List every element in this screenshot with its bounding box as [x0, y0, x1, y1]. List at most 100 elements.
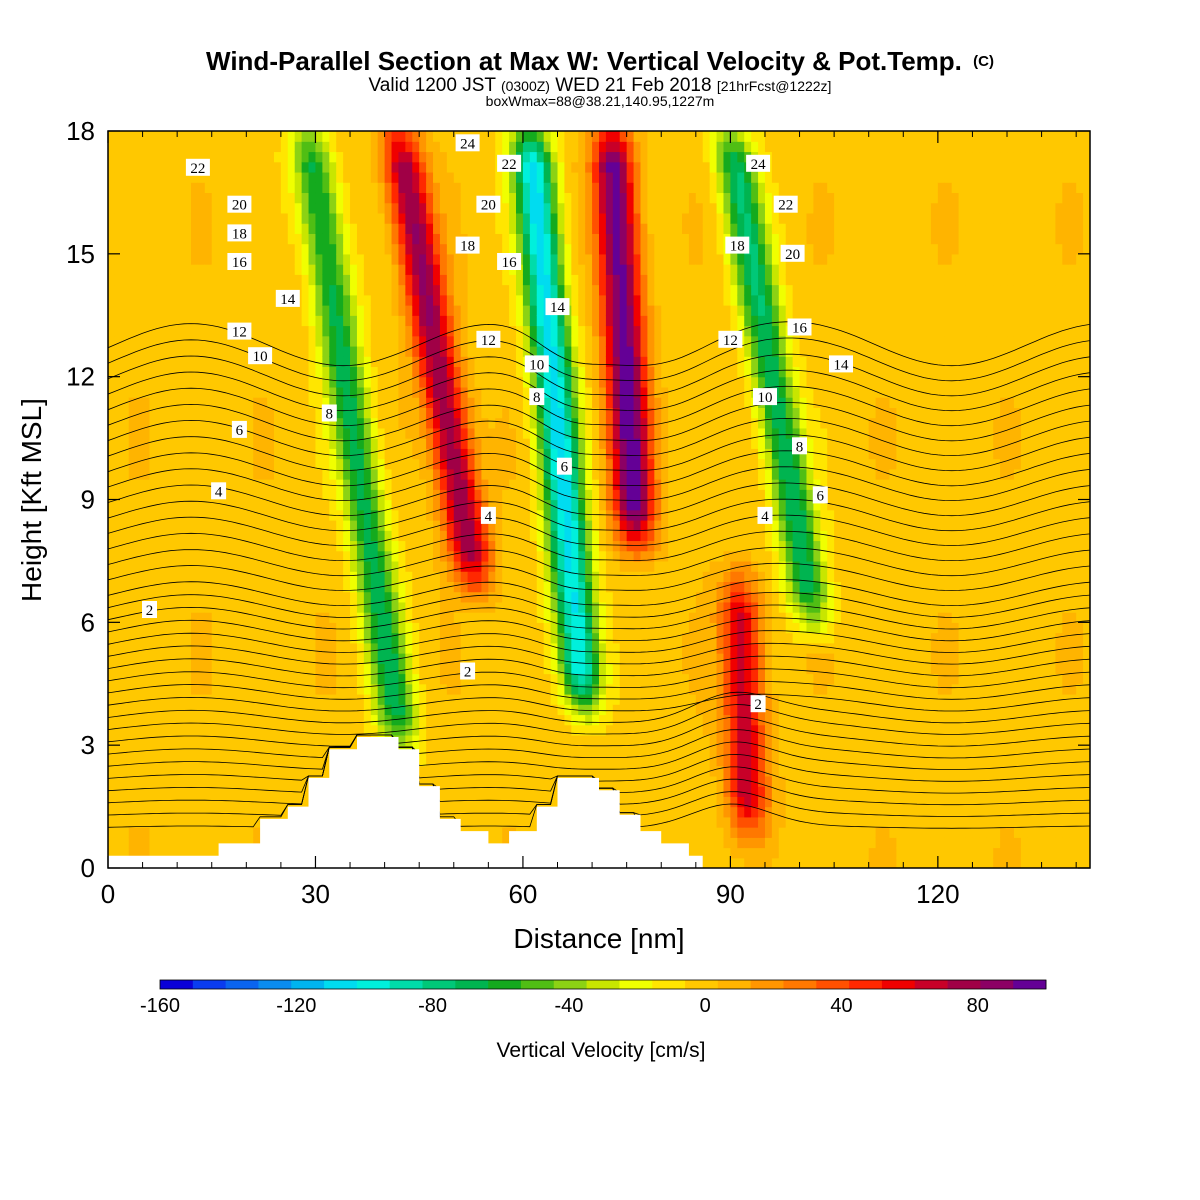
velocity-cell: [384, 724, 393, 736]
velocity-cell: [114, 274, 123, 286]
velocity-cell: [108, 438, 116, 449]
velocity-cell: [460, 345, 469, 357]
velocity-cell: [384, 264, 393, 275]
velocity-cell: [156, 479, 164, 490]
velocity-cell: [405, 192, 413, 204]
velocity-cell: [287, 315, 296, 327]
velocity-cell: [426, 264, 434, 275]
velocity-cell: [128, 335, 137, 347]
velocity-cell: [218, 438, 227, 449]
velocity-cell: [322, 663, 330, 675]
velocity-cell: [156, 540, 164, 552]
velocity-cell: [142, 734, 151, 746]
velocity-cell: [260, 550, 268, 562]
velocity-cell: [204, 294, 213, 306]
velocity-cell: [177, 509, 185, 521]
velocity-cell: [419, 171, 427, 183]
velocity-cell: [412, 540, 420, 552]
velocity-cell: [177, 397, 185, 408]
velocity-cell: [308, 530, 317, 542]
velocity-cell: [177, 622, 185, 634]
velocity-cell: [114, 192, 123, 204]
velocity-cell: [453, 581, 462, 593]
velocity-cell: [495, 397, 503, 408]
velocity-cell: [253, 212, 261, 224]
velocity-cell: [343, 417, 351, 429]
velocity-cell: [419, 479, 427, 490]
velocity-cell: [550, 468, 559, 480]
velocity-cell: [184, 847, 192, 859]
velocity-cell: [336, 356, 344, 368]
velocity-cell: [253, 141, 261, 153]
velocity-cell: [474, 161, 483, 173]
velocity-cell: [260, 233, 268, 245]
velocity-cell: [232, 458, 240, 470]
velocity-cell: [156, 755, 164, 767]
velocity-cell: [114, 212, 123, 224]
velocity-cell: [488, 243, 496, 255]
velocity-cell: [522, 397, 531, 408]
velocity-cell: [260, 560, 268, 572]
velocity-cell: [128, 816, 137, 828]
velocity-cell: [128, 560, 137, 572]
velocity-cell: [177, 653, 185, 664]
velocity-cell: [128, 601, 137, 613]
velocity-cell: [246, 642, 254, 654]
velocity-cell: [232, 704, 240, 716]
velocity-cell: [460, 335, 469, 347]
velocity-cell: [197, 407, 206, 419]
velocity-cell: [522, 315, 531, 327]
velocity-cell: [453, 427, 462, 439]
velocity-cell: [322, 519, 330, 531]
velocity-cell: [273, 202, 282, 214]
velocity-cell: [128, 131, 137, 142]
velocity-cell: [495, 407, 503, 419]
velocity-cell: [246, 151, 254, 163]
velocity-cell: [363, 182, 372, 194]
velocity-cell: [460, 171, 469, 183]
velocity-cell: [460, 540, 469, 552]
velocity-cell: [370, 663, 379, 675]
velocity-cell: [536, 673, 545, 685]
velocity-cell: [509, 571, 517, 582]
velocity-cell: [260, 438, 268, 449]
velocity-cell: [363, 714, 372, 726]
velocity-cell: [460, 294, 469, 306]
velocity-cell: [135, 509, 144, 521]
velocity-cell: [156, 253, 164, 265]
velocity-cell: [336, 182, 344, 194]
velocity-cell: [377, 663, 386, 675]
velocity-cell: [377, 386, 386, 398]
velocity-cell: [453, 468, 462, 480]
velocity-cell: [377, 622, 386, 634]
velocity-cell: [370, 223, 379, 234]
velocity-cell: [204, 724, 213, 736]
velocity-cell: [329, 417, 337, 429]
velocity-cell: [467, 223, 476, 234]
velocity-cell: [481, 642, 489, 654]
velocity-cell: [177, 335, 185, 347]
velocity-cell: [578, 591, 586, 603]
velocity-cell: [356, 202, 365, 214]
velocity-cell: [384, 519, 393, 531]
velocity-cell: [495, 458, 503, 470]
chart-title: Wind-Parallel Section at Max W: Vertical…: [206, 46, 994, 76]
velocity-cell: [516, 376, 524, 388]
velocity-cell: [412, 591, 420, 603]
velocity-cell: [204, 571, 213, 582]
velocity-cell: [453, 663, 462, 675]
velocity-cell: [571, 499, 579, 511]
velocity-cell: [350, 417, 358, 429]
velocity-cell: [246, 274, 254, 286]
velocity-cell: [529, 591, 538, 603]
velocity-cell: [564, 202, 572, 214]
velocity-cell: [370, 202, 379, 214]
velocity-cell: [516, 335, 524, 347]
velocity-cell: [135, 171, 144, 183]
velocity-cell: [460, 775, 469, 787]
velocity-cell: [343, 376, 351, 388]
velocity-cell: [177, 407, 185, 419]
velocity-cell: [412, 376, 420, 388]
velocity-cell: [156, 571, 164, 582]
velocity-cell: [412, 519, 420, 531]
